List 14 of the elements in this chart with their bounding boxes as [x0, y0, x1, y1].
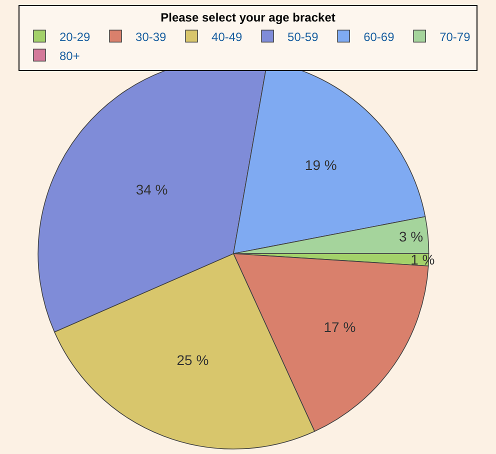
- data-label: 3 %: [398, 228, 424, 245]
- legend-label: 40-49: [212, 30, 243, 44]
- legend-label: 80+: [60, 48, 80, 63]
- data-label: 17 %: [324, 318, 356, 335]
- legend-label: 20-29: [60, 30, 91, 44]
- legend-title: Please select your age bracket: [160, 10, 336, 25]
- data-label: 19 %: [304, 156, 337, 173]
- legend-label: 50-59: [288, 30, 319, 44]
- legend-label: 30-39: [136, 30, 167, 44]
- data-label: 1 %: [410, 252, 435, 268]
- legend-label: 70-79: [440, 30, 471, 44]
- data-label: 34 %: [136, 181, 168, 198]
- data-label: 25 %: [176, 352, 209, 368]
- legend-label: 60-69: [364, 30, 395, 44]
